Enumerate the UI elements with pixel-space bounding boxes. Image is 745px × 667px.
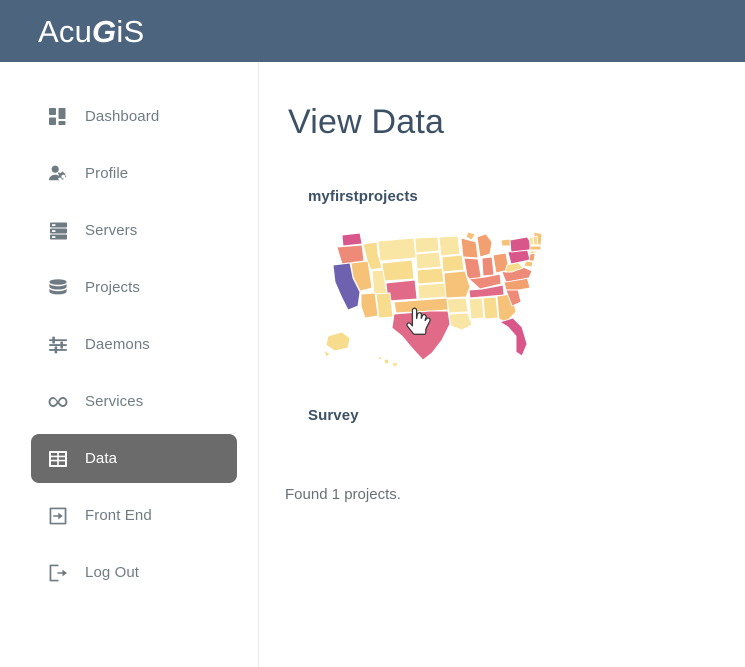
sign-out-icon [48, 563, 68, 583]
main-content-area: View Data myfirstprojects [260, 62, 745, 667]
user-gear-icon [48, 164, 68, 184]
sliders-icon [48, 335, 68, 355]
table-grid-icon [48, 449, 68, 469]
sidebar-item-daemons[interactable]: Daemons [31, 320, 237, 369]
sidebar-item-label: Services [85, 393, 144, 410]
page-title: View Data [288, 102, 445, 141]
sidebar-item-servers[interactable]: Servers [31, 206, 237, 255]
sidebar-item-label: Front End [85, 507, 152, 524]
logo-text-prefix: Acu [38, 13, 93, 49]
sidebar-item-front-end[interactable]: Front End [31, 491, 237, 540]
sidebar-item-label: Data [85, 450, 118, 467]
sidebar-item-label: Daemons [85, 336, 150, 353]
sidebar-item-label: Servers [85, 222, 138, 239]
logo-text-g: G [92, 13, 117, 49]
database-stack-icon [48, 278, 68, 298]
sidebar-item-label: Dashboard [85, 108, 160, 125]
sidebar-item-log-out[interactable]: Log Out [31, 548, 237, 597]
infinity-icon [48, 392, 68, 412]
project-map-thumbnail[interactable] [320, 232, 548, 372]
sidebar-item-profile[interactable]: Profile [31, 149, 237, 198]
found-projects-status: Found 1 projects. [285, 486, 401, 503]
logo-text-suffix: iS [116, 13, 145, 49]
layer-name-label: Survey [308, 407, 359, 424]
sidebar-item-projects[interactable]: Projects [31, 263, 237, 312]
dashboard-grid-icon [48, 107, 68, 127]
server-rack-icon [48, 221, 68, 241]
sidebar-item-label: Profile [85, 165, 129, 182]
sidebar-item-dashboard[interactable]: Dashboard [31, 92, 237, 141]
sidebar-item-label: Log Out [85, 564, 140, 581]
sidebar-item-label: Projects [85, 279, 140, 296]
project-name-label: myfirstprojects [308, 188, 418, 205]
united-states-choropleth-map [323, 232, 543, 368]
sidebar-navigation: Dashboard Profile [0, 62, 259, 667]
sidebar-item-services[interactable]: Services [31, 377, 237, 426]
sign-in-icon [48, 506, 68, 526]
sidebar-item-data[interactable]: Data [31, 434, 237, 483]
